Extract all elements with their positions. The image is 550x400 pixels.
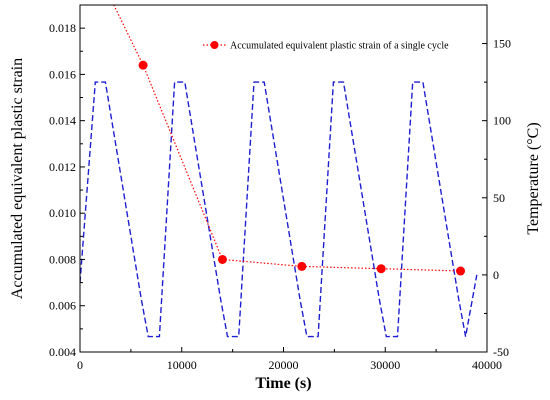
y-right-tick-label: 150 — [493, 37, 511, 51]
x-axis-title: Time (s) — [255, 375, 311, 392]
y-right-tick-label: -50 — [493, 345, 509, 359]
x-tick-label: 0 — [77, 358, 83, 372]
y-left-tick-label: 0.006 — [49, 299, 76, 313]
y-right-axis-title: Temperature (°C) — [525, 122, 542, 234]
x-tick-label: 40000 — [472, 358, 502, 372]
strain-point — [376, 264, 386, 274]
y-right-tick-label: 100 — [493, 114, 511, 128]
y-left-tick-label: 0.010 — [49, 206, 76, 220]
strain-series-line — [113, 5, 461, 272]
plot-frame — [79, 4, 488, 353]
strain-point — [138, 60, 148, 70]
plot-clip-group — [80, 5, 478, 338]
strain-point — [456, 266, 466, 276]
temperature-series-line — [80, 81, 478, 338]
x-tick-label: 30000 — [370, 358, 400, 372]
plot-area — [80, 5, 478, 338]
x-tick-label: 20000 — [269, 358, 299, 372]
y-right-tick-label: 0 — [493, 268, 499, 282]
y-left-tick-label: 0.004 — [49, 345, 76, 359]
axes: 0 10000 20000 30000 40000 0.004 0.006 0.008 0.01… — [49, 4, 511, 372]
y-left-tick-label: 0.008 — [49, 252, 76, 266]
y-left-tick-label: 0.018 — [49, 21, 76, 35]
y-left-tick-label: 0.012 — [49, 160, 76, 174]
y-left-axis-title: Accumulated equivalent plastic strain — [9, 58, 26, 299]
strain-point — [217, 254, 227, 264]
y-left-tick-label: 0.016 — [49, 67, 76, 81]
strain-point — [297, 261, 307, 271]
x-tick-label: 10000 — [167, 358, 197, 372]
y-right-tick-label: 50 — [493, 191, 505, 205]
y-left-tick-label: 0.014 — [49, 114, 76, 128]
legend-label: Accumulated equivalent plastic strain of… — [230, 41, 449, 52]
legend: Accumulated equivalent plastic strain of… — [203, 41, 449, 52]
legend-marker — [210, 41, 219, 49]
